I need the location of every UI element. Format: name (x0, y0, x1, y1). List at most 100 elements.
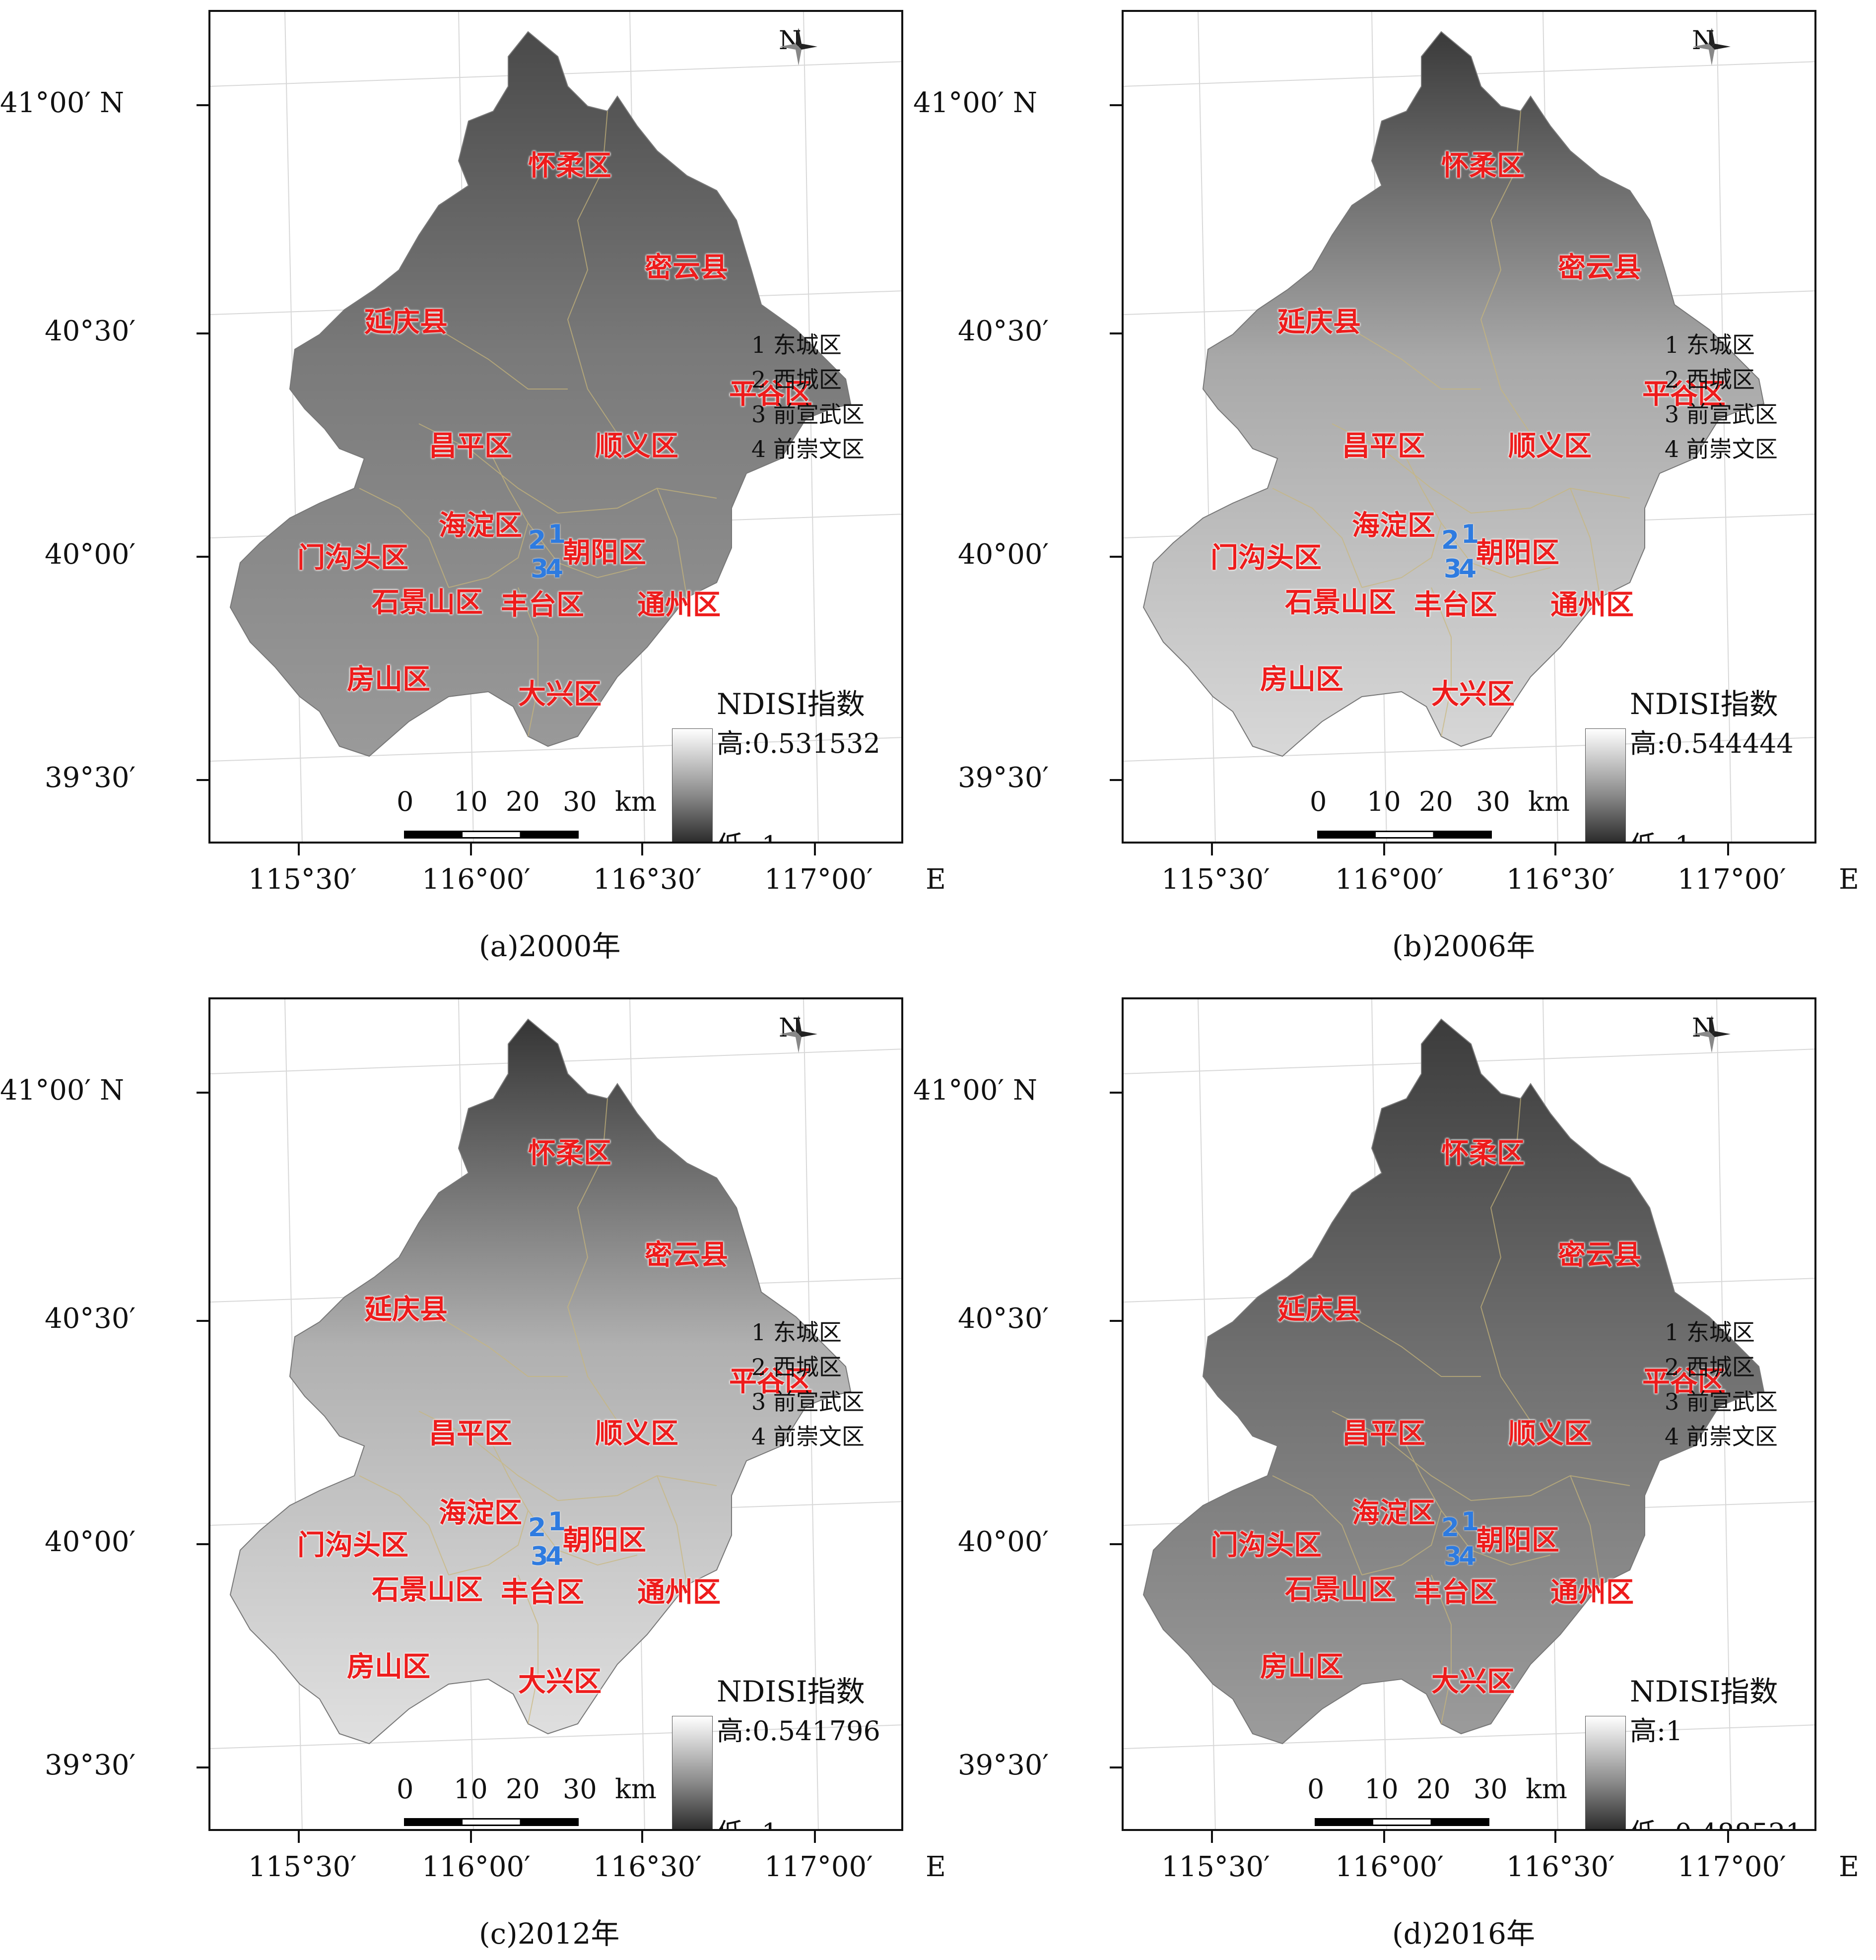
label-changping: 昌平区 (429, 1418, 512, 1450)
label-yanqing: 延庆县 (364, 306, 448, 338)
district-legend: 1 东城区 2 西城区 3 前宣武区 4 前崇文区 (1665, 1315, 1778, 1454)
legend-item-1: 1 东城区 (751, 331, 842, 358)
lat-tick (197, 1320, 208, 1322)
north-arrow: N (779, 27, 817, 65)
label-num-4: 4 (1459, 1542, 1477, 1571)
district-boundaries (1272, 1098, 1630, 1724)
label-shunyi: 顺义区 (595, 1418, 678, 1450)
lat-tick (1110, 332, 1122, 334)
label-num-1: 1 (548, 520, 566, 549)
label-haidian: 海淀区 (439, 1497, 522, 1529)
label-miyun: 密云县 (645, 252, 728, 284)
scale-label-0: 0 (1310, 786, 1327, 817)
legend-item-2: 2 西城区 (751, 1354, 842, 1380)
beijing-region (229, 31, 852, 757)
lon-label-suffix: E (1839, 1851, 1859, 1883)
lon-label-11700: 117°00′ (1677, 1851, 1786, 1883)
scale-bar (404, 1818, 579, 1826)
lon-tick (470, 844, 472, 855)
label-num-3: 3 (1444, 1542, 1462, 1571)
beijing-region (1142, 31, 1765, 757)
lat-tick (1110, 556, 1122, 558)
label-daxing: 大兴区 (518, 678, 602, 711)
district-boundaries (359, 111, 717, 737)
panel-caption: (a)2000年 (479, 929, 621, 963)
color-ramp (1585, 728, 1626, 842)
lon-label-11600: 116°00′ (1335, 1851, 1444, 1883)
map-panel-c: 怀柔区 密云县 延庆县 平谷区 昌平区 顺义区 海淀区 朝阳区 门沟头区 石景山… (0, 997, 1102, 1960)
legend-item-3: 3 前宣武区 (751, 401, 865, 428)
low-value: 低:-1 (717, 824, 779, 842)
legend-item-2: 2 西城区 (1665, 366, 1755, 393)
label-fengtai: 丰台区 (501, 589, 584, 621)
low-value: 低:-1 (717, 1811, 779, 1829)
lon-label-11600: 116°00′ (422, 1851, 531, 1883)
label-tongzhou: 通州区 (1550, 589, 1634, 621)
high-value: 高:0.531532 (717, 728, 880, 759)
label-haidian: 海淀区 (439, 510, 522, 542)
lat-tick (197, 1543, 208, 1545)
label-num-2: 2 (528, 525, 546, 555)
label-num-4: 4 (545, 1542, 564, 1571)
scale-label-30: 30 (1476, 786, 1510, 817)
high-value: 高:1 (1630, 1715, 1683, 1747)
map-frame: 怀柔区 密云县 延庆县 平谷区 昌平区 顺义区 海淀区 朝阳区 门沟头区 石景山… (1122, 997, 1816, 1831)
label-yanqing: 延庆县 (1277, 1294, 1361, 1326)
lon-tick (814, 844, 816, 855)
label-mentougou: 门沟头区 (297, 542, 408, 574)
map-panel-d: 怀柔区 密云县 延庆县 平谷区 昌平区 顺义区 海淀区 朝阳区 门沟头区 石景山… (913, 997, 1876, 1960)
lat-label-3930: 39°30′ (45, 1749, 136, 1781)
label-miyun: 密云县 (645, 1239, 728, 1271)
high-value: 高:0.544444 (1630, 728, 1794, 759)
label-fengtai: 丰台区 (501, 1576, 584, 1609)
label-shijingshan: 石景山区 (1285, 1574, 1396, 1606)
label-huairou: 怀柔区 (528, 150, 611, 182)
lat-tick (197, 1092, 208, 1094)
label-num-1: 1 (1461, 1507, 1479, 1537)
lon-tick (298, 1831, 300, 1843)
map-canvas (210, 999, 901, 1829)
label-num-2: 2 (528, 1513, 546, 1543)
scale-bar (404, 831, 579, 839)
label-shijingshan: 石景山区 (1285, 587, 1396, 619)
label-chaoyang: 朝阳区 (1476, 1524, 1559, 1557)
legend-item-1: 1 东城区 (1665, 1319, 1755, 1346)
label-shunyi: 顺义区 (595, 430, 678, 462)
label-yanqing: 延庆县 (1277, 306, 1361, 338)
beijing-region (1142, 1018, 1765, 1745)
label-changping: 昌平区 (1342, 1418, 1425, 1450)
label-miyun: 密云县 (1558, 252, 1641, 284)
scale-unit: km (615, 786, 657, 817)
legend-item-3: 3 前宣武区 (1665, 401, 1778, 428)
label-num-1: 1 (548, 1507, 566, 1537)
lat-tick (197, 332, 208, 334)
scale-label-0: 0 (397, 1773, 414, 1805)
label-chaoyang: 朝阳区 (1476, 537, 1559, 569)
scale-bar (1317, 831, 1492, 839)
label-shunyi: 顺义区 (1508, 430, 1592, 462)
lat-label-3930: 39°30′ (958, 762, 1049, 794)
lon-label-11630: 116°30′ (593, 863, 702, 896)
lon-tick (1727, 844, 1729, 855)
scale-label-20: 20 (1419, 786, 1453, 817)
lon-tick (1554, 1831, 1556, 1843)
north-arrow: N (1692, 1014, 1731, 1053)
panel-caption: (d)2016年 (1392, 1917, 1535, 1951)
scale-label-20: 20 (506, 1773, 540, 1805)
district-boundaries (1272, 111, 1630, 737)
label-mentougou: 门沟头区 (1210, 1529, 1322, 1562)
lat-label-41: 41°00′ N (0, 1074, 125, 1107)
label-daxing: 大兴区 (1431, 1666, 1515, 1698)
lat-tick (197, 104, 208, 106)
legend-item-3: 3 前宣武区 (751, 1388, 865, 1415)
district-legend: 1 东城区 2 西城区 3 前宣武区 4 前崇文区 (751, 327, 865, 466)
label-tongzhou: 通州区 (1550, 1576, 1634, 1609)
label-huairou: 怀柔区 (528, 1137, 611, 1170)
panel-caption: (b)2006年 (1392, 929, 1535, 963)
lat-tick (1110, 1320, 1122, 1322)
scale-unit: km (1528, 786, 1570, 817)
lat-label-4030: 40°30′ (45, 315, 136, 347)
lat-label-40: 40°00′ (45, 1526, 136, 1558)
lat-label-40: 40°00′ (958, 1526, 1049, 1558)
high-value: 高:0.541796 (717, 1715, 880, 1747)
